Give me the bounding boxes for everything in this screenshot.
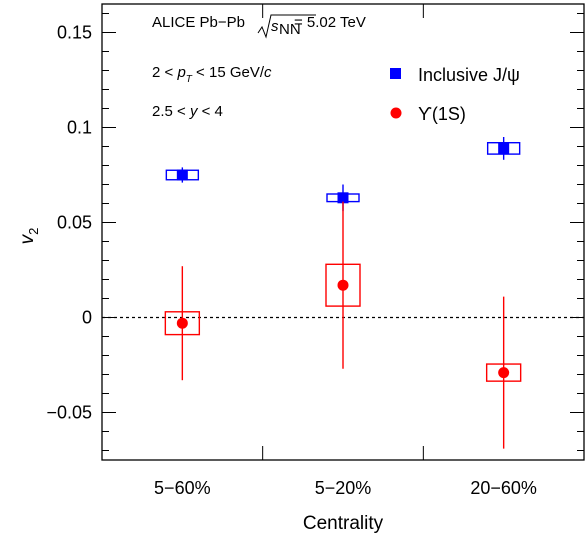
plot-frame — [101, 3, 585, 461]
upsilon-point — [337, 279, 349, 291]
y-tick-label: 0.05 — [57, 213, 92, 233]
annotation-energy-symbol: s — [271, 18, 279, 35]
annotation-energy-value: = 5.02 TeV — [294, 14, 366, 31]
legend: Inclusive J/ψ ϒ(1S) — [390, 65, 520, 124]
legend-marker-jpsi — [390, 68, 401, 79]
annotation-rapidity: 2.5 < y < 4 — [152, 103, 223, 120]
upsilon-syst-error-box — [325, 263, 361, 307]
y-axis-title: v2 — [17, 228, 41, 245]
annotation-energy: s NN = 5.02 TeV — [257, 14, 366, 39]
y-axis-ticks: −0.05 0 0.05 0.1 0.15 — [46, 13, 584, 451]
x-axis-title: Centrality — [303, 513, 384, 534]
x-tick-label: 5−20% — [315, 478, 372, 498]
upsilon-point — [498, 367, 510, 379]
x-axis-ticks: 5−60% 5−20% 20−60% — [154, 4, 537, 498]
annotation-pt: 2 < pT < 15 GeV/c — [152, 64, 272, 85]
jpsi-point — [498, 142, 510, 154]
jpsi-point — [337, 192, 349, 204]
jpsi-syst-error-box — [486, 141, 521, 155]
upsilon-point — [176, 317, 188, 329]
upsilon-syst-error-box — [485, 363, 522, 382]
annotation-collaboration: ALICE Pb−Pb — [152, 14, 245, 31]
upsilon-syst-error-box — [164, 311, 201, 336]
y-tick-label: 0.15 — [57, 23, 92, 43]
annotation-energy-sub: NN — [279, 21, 301, 38]
x-tick-label: 5−60% — [154, 478, 211, 498]
jpsi-point — [176, 169, 188, 181]
legend-marker-upsilon — [390, 107, 402, 119]
legend-label-jpsi: Inclusive J/ψ — [418, 65, 520, 85]
data-points — [164, 137, 522, 449]
y-tick-label: −0.05 — [46, 403, 92, 423]
legend-label-upsilon: ϒ(1S) — [418, 104, 466, 124]
x-tick-label: 20−60% — [470, 478, 537, 498]
y-tick-label: 0 — [82, 308, 92, 328]
y-tick-label: 0.1 — [67, 118, 92, 138]
